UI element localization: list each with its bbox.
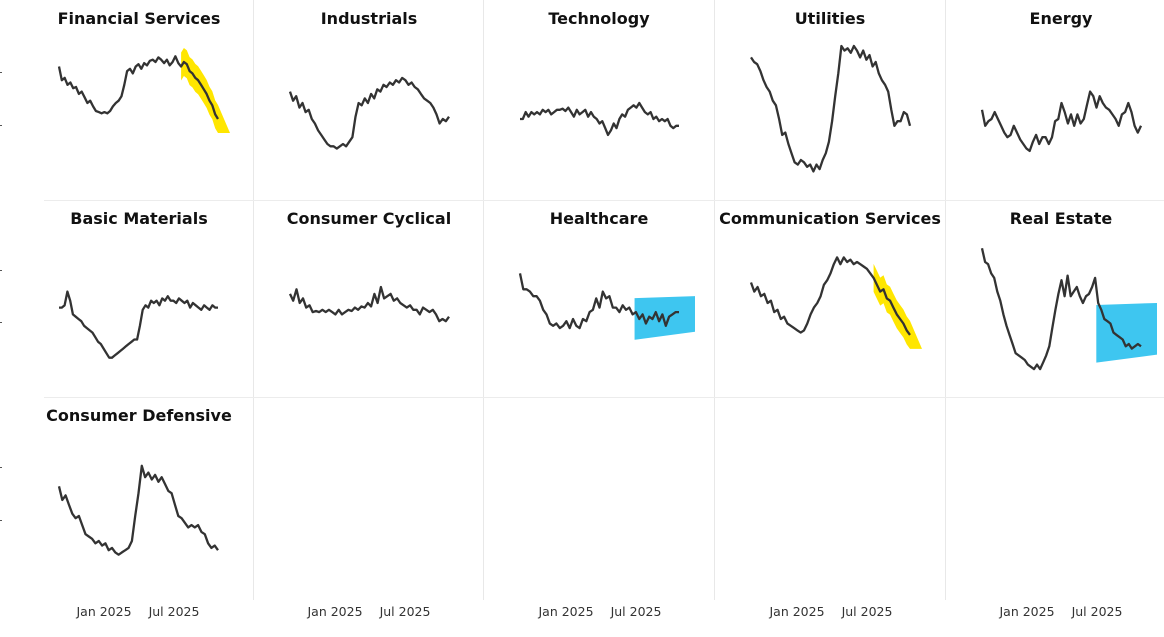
panel-plot [518, 273, 695, 340]
sector-panel: Consumer Cyclical [253, 200, 483, 397]
y-tick-mark [0, 72, 2, 73]
series-line [750, 44, 912, 173]
series-line [518, 273, 679, 330]
panel-title: Basic Materials [70, 209, 208, 228]
sector-panel: Healthcare [483, 200, 714, 397]
panel-plot [288, 76, 450, 150]
series-line [749, 256, 911, 336]
x-tick-label: Jan 2025 [538, 604, 594, 619]
x-tick-label: Jul 2025 [841, 604, 893, 619]
panel-plot [980, 248, 1157, 371]
column-divider [253, 0, 254, 600]
sector-panel: Industrials [253, 0, 483, 200]
sector-panel: Energy [945, 0, 1164, 200]
series-line [57, 464, 219, 556]
x-tick-label: Jul 2025 [148, 604, 200, 619]
column-divider [945, 0, 946, 600]
x-tick-label: Jan 2025 [769, 604, 825, 619]
highlight-band [1096, 302, 1157, 363]
panel-plot [57, 464, 219, 556]
panel-plot [288, 285, 450, 323]
y-tick-mark [0, 520, 2, 521]
series-line [520, 101, 679, 137]
panel-title: Industrials [320, 9, 418, 28]
y-tick-mark [0, 270, 2, 271]
panel-title: Utilities [794, 9, 866, 28]
x-tick-label: Jul 2025 [610, 604, 662, 619]
panel-title: Healthcare [549, 209, 649, 228]
panel-plot [750, 44, 912, 173]
x-tick-label: Jan 2025 [307, 604, 363, 619]
series-line [57, 55, 219, 120]
series-line [980, 90, 1143, 153]
panel-plot [749, 256, 922, 349]
highlight-band [873, 263, 922, 349]
x-tick-label: Jul 2025 [1071, 604, 1123, 619]
panel-plot [57, 48, 230, 133]
panel-plot [520, 101, 679, 137]
panel-title: Financial Services [57, 9, 221, 28]
sector-panel: Financial Services [0, 0, 253, 200]
series-line [288, 76, 450, 150]
panel-title: Consumer Cyclical [286, 209, 452, 228]
y-tick-mark [0, 125, 2, 126]
panel-plot [980, 90, 1143, 153]
panel-plot [59, 290, 218, 359]
sector-panel: Basic Materials [0, 200, 253, 397]
sector-panel: Technology [483, 0, 714, 200]
row-divider [44, 397, 1164, 398]
panel-title: Energy [1029, 9, 1093, 28]
column-divider [483, 0, 484, 600]
series-line [59, 290, 218, 359]
sector-panel: Utilities [714, 0, 945, 200]
series-line [980, 248, 1142, 371]
y-tick-mark [0, 467, 2, 468]
x-tick-label: Jan 2025 [999, 604, 1055, 619]
panel-title: Consumer Defensive [46, 406, 232, 425]
highlight-band [634, 296, 695, 340]
panel-title: Communication Services [719, 209, 941, 228]
sector-panel: Communication Services [714, 200, 945, 397]
sector-panel: Consumer Defensive [0, 397, 253, 597]
column-divider [714, 0, 715, 600]
row-divider [44, 200, 1164, 201]
panel-title: Real Estate [1009, 209, 1113, 228]
series-line [288, 285, 450, 323]
x-tick-label: Jul 2025 [379, 604, 431, 619]
x-tick-label: Jan 2025 [76, 604, 132, 619]
panel-title: Technology [548, 9, 650, 28]
sector-panel: Real Estate [945, 200, 1164, 397]
y-tick-mark [0, 322, 2, 323]
